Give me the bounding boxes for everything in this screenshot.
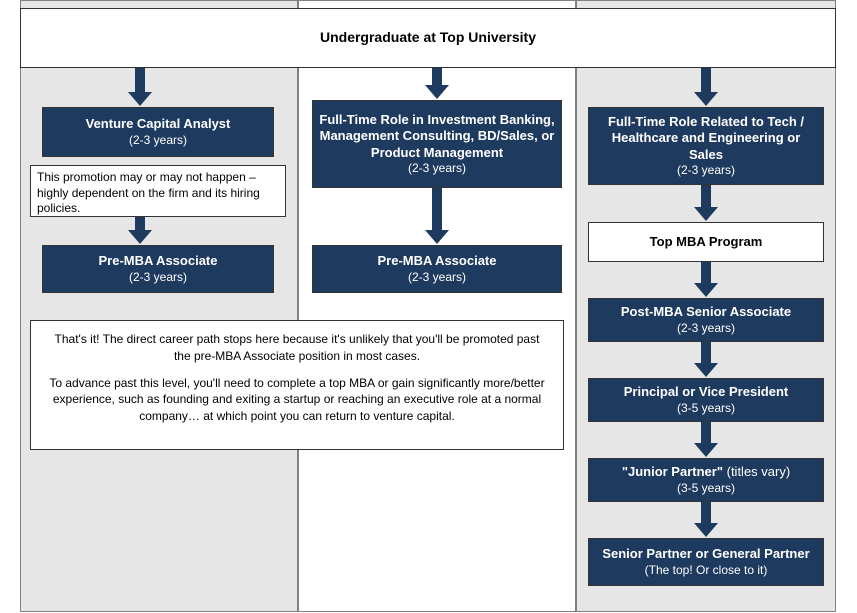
node-top-mba: Top MBA Program: [588, 222, 824, 262]
node-vc-analyst-title: Venture Capital Analyst: [86, 116, 231, 132]
node-pre-mba-assoc-2: Pre-MBA Associate (2-3 years): [312, 245, 562, 293]
arrow-7: [694, 342, 718, 377]
node-fulltime-tech-sub: (2-3 years): [677, 163, 735, 178]
node-junior-sub: (3-5 years): [677, 481, 735, 496]
arrow-1: [425, 68, 449, 99]
node-junior-partner: "Junior Partner" (titles vary) (3-5 year…: [588, 458, 824, 502]
arrow-5: [694, 185, 718, 221]
node-vc-analyst-sub: (2-3 years): [129, 133, 187, 148]
node-senior-sub: (The top! Or close to it): [645, 563, 768, 578]
node-principal-vp: Principal or Vice President (3-5 years): [588, 378, 824, 422]
note-promotion-text: This promotion may or may not happen – h…: [37, 170, 260, 215]
node-vc-analyst: Venture Capital Analyst (2-3 years): [42, 107, 274, 157]
note-career-p1: That's it! The direct career path stops …: [45, 331, 549, 365]
note-career-stop: That's it! The direct career path stops …: [30, 320, 564, 450]
node-pre-mba-2-sub: (2-3 years): [408, 270, 466, 285]
node-fulltime-ib: Full-Time Role in Investment Banking, Ma…: [312, 100, 562, 188]
column-1-bg: [20, 0, 298, 612]
flowchart-container: Undergraduate at Top University Venture …: [0, 0, 857, 613]
node-principal-sub: (3-5 years): [677, 401, 735, 416]
arrow-9: [694, 502, 718, 537]
node-pre-mba-2-title: Pre-MBA Associate: [378, 253, 497, 269]
node-senior-partner: Senior Partner or General Partner (The t…: [588, 538, 824, 586]
node-fulltime-ib-sub: (2-3 years): [408, 161, 466, 176]
arrow-3: [128, 217, 152, 244]
arrow-4: [425, 188, 449, 244]
node-fulltime-tech: Full-Time Role Related to Tech / Healthc…: [588, 107, 824, 185]
node-principal-title: Principal or Vice President: [624, 384, 789, 400]
node-senior-title: Senior Partner or General Partner: [602, 546, 809, 562]
note-promotion: This promotion may or may not happen – h…: [30, 165, 286, 217]
arrow-6: [694, 262, 718, 297]
node-pre-mba-1-sub: (2-3 years): [129, 270, 187, 285]
node-fulltime-tech-title: Full-Time Role Related to Tech / Healthc…: [595, 114, 817, 163]
node-post-mba-senior: Post-MBA Senior Associate (2-3 years): [588, 298, 824, 342]
arrow-0: [128, 68, 152, 106]
node-undergrad-label: Undergraduate at Top University: [320, 29, 536, 47]
node-pre-mba-1-title: Pre-MBA Associate: [99, 253, 218, 269]
node-post-mba-sub: (2-3 years): [677, 321, 735, 336]
node-top-mba-title: Top MBA Program: [650, 234, 763, 250]
arrow-8: [694, 422, 718, 457]
node-fulltime-ib-title: Full-Time Role in Investment Banking, Ma…: [319, 112, 555, 161]
node-undergrad: Undergraduate at Top University: [20, 8, 836, 68]
node-pre-mba-assoc-1: Pre-MBA Associate (2-3 years): [42, 245, 274, 293]
note-career-p2: To advance past this level, you'll need …: [45, 375, 549, 425]
arrow-2: [694, 68, 718, 106]
node-post-mba-title: Post-MBA Senior Associate: [621, 304, 791, 320]
node-junior-title: "Junior Partner" (titles vary): [622, 464, 790, 480]
